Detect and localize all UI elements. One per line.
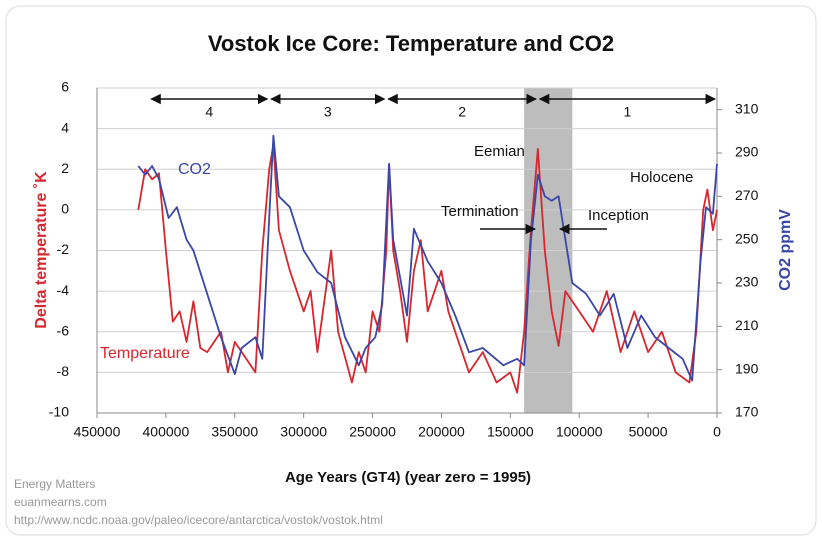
y-tick-label: -6 bbox=[57, 322, 70, 338]
x-tick-label: 50000 bbox=[629, 424, 668, 440]
x-tick-label: 300000 bbox=[280, 424, 327, 440]
y2-tick-label: 290 bbox=[735, 144, 759, 160]
x-tick-label: 200000 bbox=[418, 424, 465, 440]
x-tick-label: 250000 bbox=[349, 424, 396, 440]
x-tick-label: 350000 bbox=[211, 424, 258, 440]
x-tick-label: 400000 bbox=[143, 424, 190, 440]
y2-tick-label: 250 bbox=[735, 230, 759, 246]
annotation: Holocene bbox=[630, 169, 693, 186]
period-label: 1 bbox=[624, 104, 632, 120]
period-label: 2 bbox=[458, 104, 466, 120]
x-tick-label: 450000 bbox=[74, 424, 121, 440]
chart-title: Vostok Ice Core: Temperature and CO2 bbox=[208, 31, 614, 56]
y2-tick-label: 270 bbox=[735, 187, 759, 203]
y2-tick-label: 310 bbox=[735, 100, 759, 116]
y-tick-label: -4 bbox=[57, 282, 70, 298]
data-line bbox=[137, 134, 718, 382]
x-tick-label: 0 bbox=[713, 424, 721, 440]
x-axis-label: Age Years (GT4) (year zero = 1995) bbox=[285, 469, 531, 486]
source-text: euanmearns.com bbox=[14, 495, 107, 509]
y2-tick-label: 230 bbox=[735, 274, 759, 290]
y2-tick-label: 210 bbox=[735, 317, 759, 333]
annotation: Inception bbox=[588, 207, 649, 224]
source-text: Energy Matters bbox=[14, 477, 95, 491]
y-tick-label: -8 bbox=[57, 363, 70, 379]
y-tick-label: -2 bbox=[57, 241, 70, 257]
y-tick-label: 6 bbox=[61, 79, 69, 95]
x-tick-label: 150000 bbox=[487, 424, 534, 440]
series-label: Temperature bbox=[100, 345, 190, 362]
y-axis-label: Delta temperature ˚K bbox=[33, 171, 50, 329]
y-tick-label: -10 bbox=[49, 404, 69, 420]
y2-axis-label: CO2 ppmV bbox=[777, 209, 794, 291]
annotation: Termination bbox=[441, 203, 519, 220]
y2-tick-label: 170 bbox=[735, 404, 759, 420]
y-tick-label: 2 bbox=[61, 160, 69, 176]
annotation: Eemian bbox=[474, 143, 525, 160]
source-text: http://www.ncdc.noaa.gov/paleo/icecore/a… bbox=[14, 513, 383, 527]
series-label: CO2 bbox=[178, 161, 211, 178]
period-label: 4 bbox=[205, 104, 213, 120]
y-tick-label: 0 bbox=[61, 201, 69, 217]
y-tick-label: 4 bbox=[61, 119, 69, 135]
x-tick-label: 100000 bbox=[556, 424, 603, 440]
period-label: 3 bbox=[324, 104, 332, 120]
y2-tick-label: 190 bbox=[735, 360, 759, 376]
